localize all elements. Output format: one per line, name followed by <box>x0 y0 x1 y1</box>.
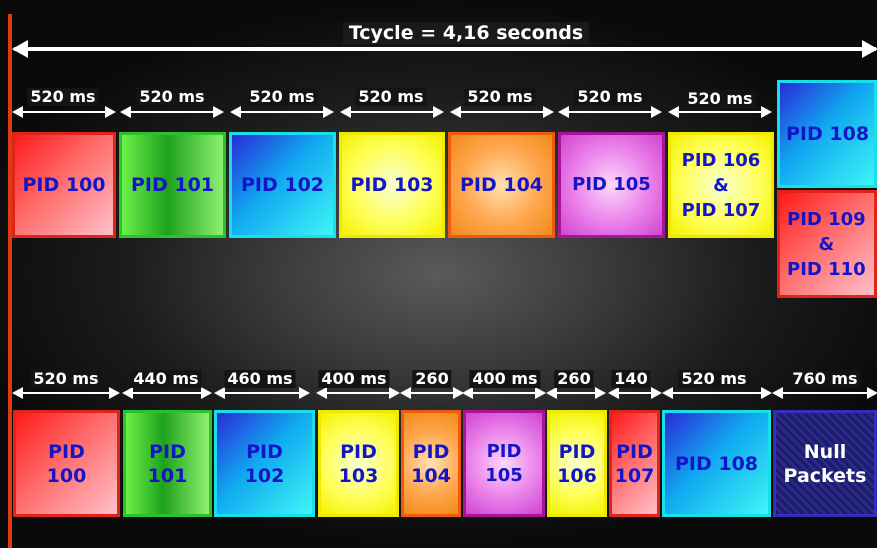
bottom-duration-label: 260 <box>412 370 452 388</box>
bottom-duration-arrow <box>608 387 662 399</box>
pid-101-block: PID 101 <box>119 132 226 238</box>
top-duration-label: 520 ms <box>355 88 427 106</box>
bottom-duration-arrow <box>400 387 464 399</box>
bottom-duration-arrow <box>214 387 310 399</box>
top-duration-label: 520 ms <box>574 88 646 106</box>
top-duration-arrow <box>558 106 662 118</box>
bottom-duration-label: 460 ms <box>224 370 296 388</box>
bottom-duration-label: 440 ms <box>130 370 202 388</box>
top-duration-arrow <box>120 106 224 118</box>
pid-107-block: PID 107 <box>609 410 660 517</box>
pid-109-110-block: PID 109 & PID 110 <box>777 190 877 298</box>
pid-100-block: PID 100 <box>12 132 116 238</box>
pid-100-block: PID 100 <box>13 410 120 517</box>
bottom-duration-arrow <box>546 387 606 399</box>
bottom-duration-label: 140 <box>611 370 651 388</box>
null-packets-block: Null Packets <box>773 410 877 517</box>
pid-104-block: PID 104 <box>401 410 461 517</box>
pid-103-block: PID 103 <box>318 410 399 517</box>
bottom-duration-label: 520 ms <box>30 370 102 388</box>
tcycle-arrow <box>12 40 877 58</box>
pid-101-block: PID 101 <box>123 410 212 517</box>
bottom-duration-label: 260 <box>554 370 594 388</box>
bottom-duration-arrow <box>662 387 772 399</box>
bottom-duration-label: 760 ms <box>789 370 861 388</box>
pid-104-block: PID 104 <box>448 132 555 238</box>
top-duration-label: 520 ms <box>684 90 756 108</box>
top-duration-arrow <box>230 106 334 118</box>
top-duration-arrow <box>450 106 554 118</box>
top-duration-arrow <box>340 106 444 118</box>
top-duration-label: 520 ms <box>136 88 208 106</box>
top-duration-arrow <box>668 106 772 118</box>
bottom-duration-label: 520 ms <box>678 370 750 388</box>
bottom-duration-arrow <box>772 387 877 399</box>
bottom-duration-arrow <box>462 387 546 399</box>
pid-102-block: PID 102 <box>214 410 315 517</box>
pid-105-block: PID 105 <box>463 410 545 517</box>
timeline-start-marker <box>8 14 12 548</box>
bottom-duration-label: 400 ms <box>469 370 541 388</box>
top-duration-label: 520 ms <box>464 88 536 106</box>
pid-105-block: PID 105 <box>558 132 665 238</box>
bottom-duration-label: 400 ms <box>318 370 390 388</box>
pid-108-block: PID 108 <box>662 410 771 517</box>
top-duration-arrow <box>12 106 116 118</box>
pid-106-107-block: PID 106 & PID 107 <box>668 132 774 238</box>
top-duration-label: 520 ms <box>27 88 99 106</box>
top-duration-label: 520 ms <box>246 88 318 106</box>
bottom-duration-arrow <box>316 387 400 399</box>
pid-102-block: PID 102 <box>229 132 336 238</box>
bottom-duration-arrow <box>122 387 212 399</box>
pid-108-block: PID 108 <box>777 80 877 188</box>
tcycle-label: Tcycle = 4,16 seconds <box>342 22 590 44</box>
bottom-duration-arrow <box>12 387 120 399</box>
pid-106-block: PID 106 <box>547 410 607 517</box>
pid-103-block: PID 103 <box>339 132 445 238</box>
